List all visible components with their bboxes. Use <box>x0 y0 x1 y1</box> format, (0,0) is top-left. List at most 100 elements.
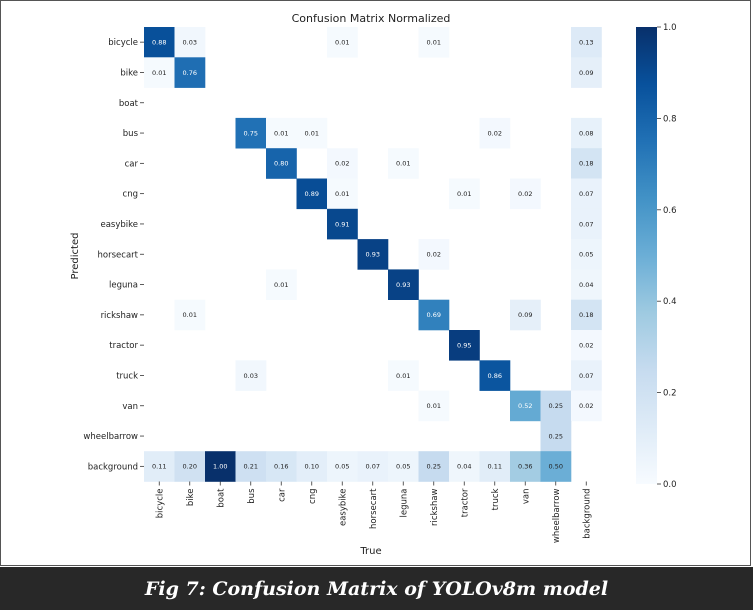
cell-bike-bicycle <box>144 57 175 88</box>
cell-background-tractor <box>449 451 480 482</box>
cell-value-truck-truck: 0.86 <box>488 372 502 380</box>
figure-caption: Fig 7: Confusion Matrix of YOLOv8m model <box>144 577 609 600</box>
cell-van-wheelbarrow <box>540 390 572 422</box>
cell-value-van-background: 0.02 <box>579 402 593 410</box>
cell-value-rickshaw-background: 0.18 <box>579 311 593 319</box>
cell-van-rickshaw <box>418 390 450 422</box>
x-tick-label-bicycle: bicycle <box>155 489 165 519</box>
x-tick-label-van: van <box>521 489 531 505</box>
cell-truck-truck <box>479 360 511 391</box>
colorbar-tick-label: 0.0 <box>663 480 677 490</box>
cell-value-rickshaw-van: 0.09 <box>518 311 532 319</box>
cell-value-background-horsecart: 0.07 <box>366 463 380 471</box>
cell-value-bicycle-bike: 0.03 <box>183 38 197 46</box>
cell-rickshaw-rickshaw <box>418 299 450 331</box>
cell-value-bicycle-background: 0.13 <box>579 38 593 46</box>
cell-bicycle-background <box>571 27 602 58</box>
cell-rickshaw-background <box>571 299 602 331</box>
cell-value-van-rickshaw: 0.01 <box>427 402 441 410</box>
cell-car-car <box>266 148 297 179</box>
cell-bicycle-bike <box>174 27 206 58</box>
cell-value-van-van: 0.52 <box>518 402 532 410</box>
y-tick-label-horsecart: horsecart <box>98 250 139 260</box>
cell-wheelbarrow-wheelbarrow <box>540 420 572 452</box>
y-tick-label-bicycle: bicycle <box>108 38 138 48</box>
y-tick-label-bus: bus <box>123 129 139 139</box>
cell-car-leguna <box>388 148 419 179</box>
y-tick-label-easybike: easybike <box>100 220 138 230</box>
x-tick-label-wheelbarrow: wheelbarrow <box>552 488 562 543</box>
x-tick-label-cng: cng <box>308 489 318 504</box>
cell-value-bike-background: 0.09 <box>579 69 593 77</box>
cell-value-easybike-background: 0.07 <box>579 220 593 228</box>
y-tick-label-bike: bike <box>120 68 138 78</box>
cell-background-bike <box>174 451 206 482</box>
chart-frame: Confusion Matrix Normalized True Predict… <box>0 0 751 566</box>
cell-background-truck <box>479 451 511 482</box>
cell-value-rickshaw-bike: 0.01 <box>183 311 197 319</box>
x-axis-label: True <box>359 546 381 557</box>
x-tick-labels: bicycle bike boat bus car cng easybike horsecar… <box>155 481 592 543</box>
x-tick-label-truck: truck <box>491 488 501 510</box>
cell-value-bicycle-rickshaw: 0.01 <box>427 38 441 46</box>
y-tick-label-background: background <box>88 462 138 472</box>
cell-value-cng-van: 0.02 <box>518 190 532 198</box>
cell-bicycle-bicycle <box>144 27 175 58</box>
cell-value-truck-leguna: 0.01 <box>396 372 410 380</box>
colorbar-tick-label: 1.0 <box>663 23 677 33</box>
x-tick-label-boat: boat <box>216 488 226 508</box>
y-tick-label-van: van <box>122 402 138 412</box>
cell-value-bike-bike: 0.76 <box>183 69 197 77</box>
cell-car-background <box>571 148 602 179</box>
cell-value-leguna-car: 0.01 <box>274 281 288 289</box>
cell-value-background-wheelbarrow: 0.50 <box>549 463 563 471</box>
y-tick-label-rickshaw: rickshaw <box>101 311 138 321</box>
cell-value-background-bus: 0.21 <box>244 463 258 471</box>
cell-value-bike-bicycle: 0.01 <box>152 69 166 77</box>
y-axis-label: Predicted <box>70 233 81 280</box>
cell-tractor-background <box>571 330 602 361</box>
cell-cng-tractor <box>449 178 480 210</box>
cell-value-horsecart-rickshaw: 0.02 <box>427 251 441 259</box>
y-tick-label-wheelbarrow: wheelbarrow <box>83 432 138 442</box>
cell-easybike-easybike <box>327 208 358 240</box>
cell-background-wheelbarrow <box>540 451 572 482</box>
cell-bus-truck <box>479 117 511 149</box>
colorbar-tick-label: 0.6 <box>663 206 677 216</box>
cell-value-background-car: 0.16 <box>274 463 288 471</box>
cell-value-wheelbarrow-wheelbarrow: 0.25 <box>549 432 563 440</box>
cell-background-van <box>510 451 541 482</box>
x-tick-label-leguna: leguna <box>399 489 409 518</box>
cell-value-bus-bus: 0.75 <box>244 129 258 137</box>
cell-truck-background <box>571 360 602 391</box>
cell-truck-bus <box>235 360 267 391</box>
cell-easybike-background <box>571 208 602 240</box>
cell-rickshaw-bike <box>174 299 206 331</box>
cell-bicycle-easybike <box>327 27 358 58</box>
chart-title: Confusion Matrix Normalized <box>292 12 451 25</box>
cell-value-tractor-background: 0.02 <box>579 341 593 349</box>
cell-bus-car <box>266 117 297 149</box>
cell-rickshaw-van <box>510 299 541 331</box>
cell-background-cng <box>296 451 328 482</box>
x-tick-label-car: car <box>277 488 287 502</box>
x-tick-label-bike: bike <box>186 489 196 507</box>
cell-background-boat <box>205 451 236 482</box>
cell-horsecart-horsecart <box>357 239 389 270</box>
cell-cng-background <box>571 178 602 210</box>
x-tick-label-easybike: easybike <box>338 489 348 527</box>
cell-value-background-cng: 0.10 <box>305 463 319 471</box>
cell-leguna-car <box>266 269 297 300</box>
cell-value-bicycle-easybike: 0.01 <box>335 38 349 46</box>
cell-value-cng-cng: 0.89 <box>305 190 319 198</box>
cell-value-truck-background: 0.07 <box>579 372 593 380</box>
colorbar-tick-label: 0.4 <box>663 297 677 307</box>
x-tick-label-background: background <box>582 489 592 539</box>
y-tick-label-tractor: tractor <box>109 341 138 351</box>
cell-value-background-tractor: 0.04 <box>457 463 471 471</box>
y-tick-label-boat: boat <box>119 99 139 109</box>
cell-value-car-easybike: 0.02 <box>335 160 349 168</box>
x-tick-label-rickshaw: rickshaw <box>430 488 440 525</box>
cell-background-car <box>266 451 297 482</box>
cell-bicycle-rickshaw <box>418 27 450 58</box>
